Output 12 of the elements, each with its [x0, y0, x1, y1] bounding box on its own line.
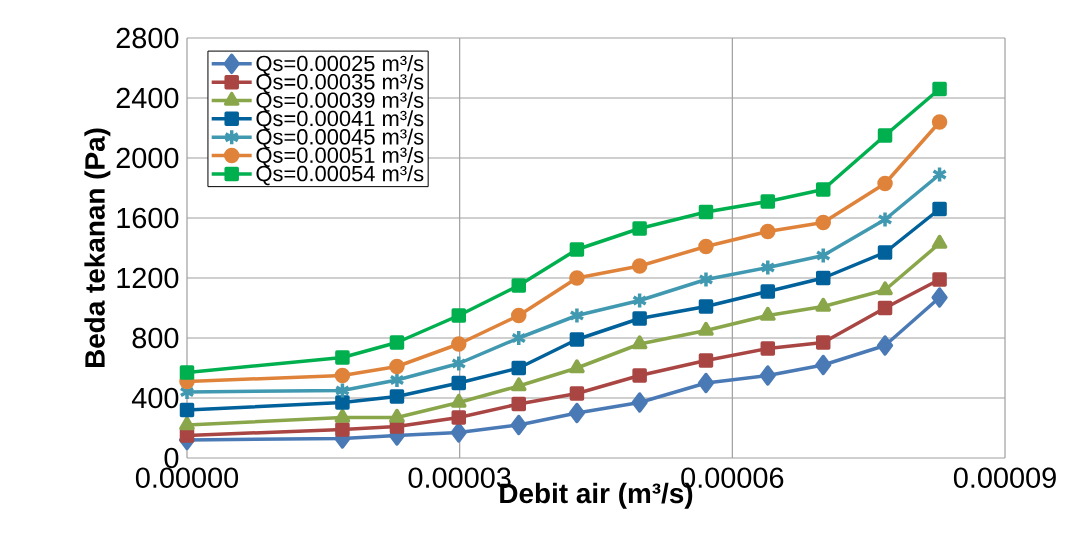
y-tick-label: 0: [164, 447, 179, 469]
y-tick-label: 400: [131, 387, 179, 409]
y-tick-label: 1600: [117, 207, 179, 229]
y-tick-label: 2800: [116, 27, 179, 49]
y-axis-title: Beda tekanan (Pa): [84, 128, 111, 368]
y-tick-label: 2400: [116, 87, 179, 109]
y-tick-label: 1200: [117, 267, 179, 289]
x-tick-label: 0.00009: [953, 467, 1056, 488]
y-tick-label: 2000: [116, 147, 179, 169]
legend-label: Qs=0.00054 m³/s: [256, 165, 424, 186]
x-tick-label: 0.00000: [135, 467, 239, 488]
y-tick-label: 800: [132, 327, 179, 349]
